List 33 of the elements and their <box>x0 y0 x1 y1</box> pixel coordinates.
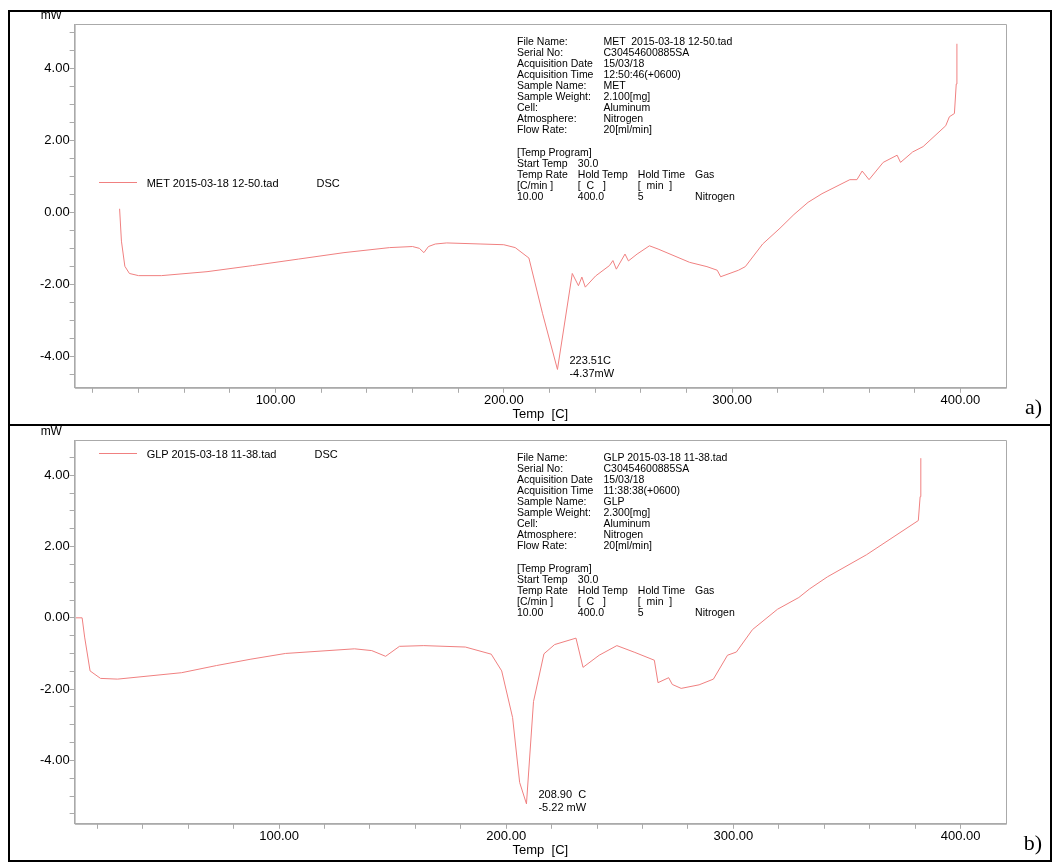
x-tick-label: 200.00 <box>483 392 524 408</box>
x-axis-title: Temp [C] <box>512 841 569 857</box>
x-tick-label: 100.00 <box>255 392 296 408</box>
x-tick-label: 400.00 <box>940 392 981 408</box>
y-tick-label: -4.00 <box>39 751 70 767</box>
x-axis-title: Temp [C] <box>512 405 569 421</box>
x-tick-label: 400.00 <box>940 828 981 844</box>
y-tick-label: 4.00 <box>44 466 70 482</box>
y-tick-label: 4.00 <box>44 60 70 76</box>
y-tick-label: 2.00 <box>44 132 70 148</box>
text: b) <box>1023 830 1042 856</box>
y-axis-title: mW <box>40 424 62 438</box>
y-tick-label: 0.00 <box>44 203 70 219</box>
annotation: DSC <box>316 176 340 189</box>
annotation: DSC <box>314 447 338 460</box>
annotation: 223.51C -4.37mW <box>569 354 615 379</box>
text: File Name: MET 2015-03-18 12-50.tad Serial No: C30454600885SA Acquisition Date 15/03/18 Acquisition Time 12:50:46(+0600) Sample Name: MET Sample Weight: 2.100[mg] Cell: Aluminum Atmosphere: Nitrogen Flow Rate: 20[ml/min] <box>517 35 733 135</box>
legend-label: MET 2015-03-18 12-50.tad <box>146 176 279 189</box>
x-tick-label: 300.00 <box>712 392 752 408</box>
x-tick-label: 200.00 <box>486 828 527 844</box>
y-tick-label: -2.00 <box>39 680 70 696</box>
text: [Temp Program] Start Temp 30.0 Temp Rate Hold Temp Hold Time Gas [C/min ] [ C ] [ min ] 10.00 400.0 5 Nitrogen <box>517 146 735 202</box>
x-tick-label: 100.00 <box>259 828 299 844</box>
y-tick-label: -2.00 <box>39 275 70 291</box>
text: [Temp Program] Start Temp 30.0 Temp Rate Hold Temp Hold Time Gas [C/min ] [ C ] [ min ] 10.00 400.0 5 Nitrogen <box>517 562 735 618</box>
legend-label: GLP 2015-03-18 11-38.tad <box>146 447 277 460</box>
y-tick-label: -4.00 <box>39 347 70 363</box>
annotation: 208.90 C -5.22 mW <box>538 788 587 814</box>
x-tick-label: 300.00 <box>713 828 754 844</box>
text: File Name: GLP 2015-03-18 11-38.tad Serial No: C30454600885SA Acquisition Date 15/03/18 Acquisition Time 11:38:38(+0600) Sample Name: GLP Sample Weight: 2.300[mg] Cell: Aluminum Atmosphere: Nitrogen Flow Rate: 20[ml/min] <box>517 451 728 551</box>
y-tick-label: 2.00 <box>44 538 70 554</box>
y-tick-label: 0.00 <box>44 609 70 625</box>
text: a) <box>1024 394 1042 420</box>
